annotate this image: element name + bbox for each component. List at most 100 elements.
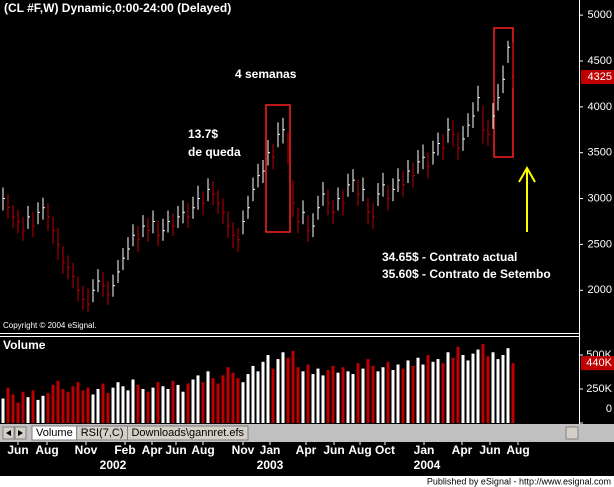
x-year-label: 2003 bbox=[257, 458, 284, 472]
volume-bar bbox=[376, 371, 380, 423]
x-tick-label: Apr bbox=[296, 443, 317, 457]
volume-bar bbox=[476, 349, 480, 423]
footer-bar bbox=[0, 476, 614, 487]
volume-bar bbox=[181, 391, 185, 423]
volume-bar bbox=[236, 378, 240, 423]
volume-bar bbox=[336, 372, 340, 423]
y-tick-label: 2000 bbox=[588, 284, 612, 296]
volume-bar bbox=[446, 352, 450, 423]
last-price-box bbox=[581, 70, 614, 85]
volume-bar bbox=[326, 369, 330, 423]
volume-bar bbox=[496, 359, 500, 423]
volume-bar bbox=[66, 391, 70, 423]
last-volume-box bbox=[581, 356, 614, 371]
volume-bar bbox=[221, 375, 225, 423]
volume-bar bbox=[231, 372, 235, 423]
volume-bar bbox=[56, 380, 60, 423]
x-tick-label: Jan bbox=[414, 443, 435, 457]
volume-bar bbox=[146, 391, 150, 423]
x-year-label: 2002 bbox=[100, 458, 127, 472]
highlight-box bbox=[493, 27, 514, 158]
volume-bar bbox=[6, 387, 10, 423]
x-tick-label: Oct bbox=[375, 443, 395, 457]
volume-bar bbox=[501, 355, 505, 423]
volume-bar bbox=[411, 365, 415, 423]
volume-bar bbox=[351, 374, 355, 423]
volume-bar bbox=[156, 382, 160, 423]
tab-label[interactable]: Downloads\gannret.efs bbox=[131, 427, 244, 439]
volume-bar bbox=[61, 389, 65, 423]
x-tick-label: Aug bbox=[191, 443, 214, 457]
volume-bar bbox=[296, 367, 300, 423]
y-tick-label: 3500 bbox=[588, 147, 612, 159]
volume-bar bbox=[191, 379, 195, 423]
volume-bar bbox=[21, 391, 25, 423]
x-tick-label: Nov bbox=[232, 443, 255, 457]
x-tick-label: Jun bbox=[165, 443, 186, 457]
volume-bar bbox=[371, 365, 375, 423]
annotation: 34.65$ - Contrato actual bbox=[382, 250, 517, 264]
volume-bar bbox=[211, 378, 215, 423]
y-tick-label: 0 bbox=[606, 403, 612, 415]
x-tick-label: Jun bbox=[479, 443, 500, 457]
y-tick-label: 4000 bbox=[588, 101, 612, 113]
volume-bar bbox=[301, 371, 305, 423]
volume-bar bbox=[126, 390, 130, 423]
volume-bar bbox=[136, 384, 140, 423]
volume-bar bbox=[151, 387, 155, 423]
volume-bar bbox=[291, 350, 295, 423]
volume-bar bbox=[421, 364, 425, 423]
volume-bar bbox=[71, 386, 75, 423]
x-tick-label: Apr bbox=[142, 443, 163, 457]
footer: Published by eSignal - http://www.esigna… bbox=[427, 476, 611, 486]
volume-bar bbox=[266, 355, 270, 423]
volume-bar bbox=[396, 364, 400, 423]
volume-bar bbox=[461, 355, 465, 423]
annotation: 4 semanas bbox=[235, 67, 297, 81]
y-tick-label: 2500 bbox=[588, 238, 612, 250]
volume-bar bbox=[36, 399, 40, 423]
volume-bar bbox=[201, 382, 205, 423]
volume-bar bbox=[436, 359, 440, 423]
volume-bar bbox=[441, 363, 445, 423]
volume-bar bbox=[206, 371, 210, 423]
tab-label[interactable]: Volume bbox=[36, 427, 73, 439]
x-tick-label: Jan bbox=[260, 443, 281, 457]
volume-bar bbox=[46, 393, 50, 423]
volume-bar bbox=[331, 365, 335, 423]
arrow-icon bbox=[18, 430, 23, 436]
volume-bar bbox=[131, 379, 135, 423]
volume-bar bbox=[41, 395, 45, 423]
volume-bar bbox=[471, 353, 475, 423]
scroll-button[interactable] bbox=[565, 426, 579, 440]
volume-title: Volume bbox=[3, 338, 46, 352]
x-tick-label: Aug bbox=[506, 443, 529, 457]
volume-bar bbox=[511, 363, 515, 423]
copyright: Copyright © 2004 eSignal. bbox=[3, 321, 97, 330]
x-tick-label: Jun bbox=[7, 443, 28, 457]
y-tick-label: 3000 bbox=[588, 192, 612, 204]
chart-title: (CL #F,W) Dynamic,0:00-24:00 (Delayed) bbox=[4, 1, 231, 15]
volume-bar bbox=[261, 361, 265, 423]
volume-bar bbox=[16, 402, 20, 423]
y-tick-label: 5000 bbox=[588, 9, 612, 21]
volume-bar bbox=[416, 357, 420, 423]
tab[interactable] bbox=[126, 425, 249, 441]
volume-bar bbox=[401, 368, 405, 423]
volume-bar bbox=[176, 384, 180, 423]
volume-bar bbox=[116, 382, 120, 423]
volume-bar bbox=[11, 394, 15, 423]
tab-label[interactable]: RSI(7,C) bbox=[81, 427, 124, 439]
volume-bar bbox=[481, 344, 485, 423]
x-tick-label: Feb bbox=[114, 443, 135, 457]
volume-bar bbox=[346, 371, 350, 423]
volume-bar bbox=[366, 359, 370, 423]
volume-bar bbox=[491, 352, 495, 423]
volume-bar bbox=[1, 398, 5, 423]
volume-bar bbox=[101, 383, 105, 423]
arrow-icon bbox=[6, 430, 11, 436]
y-tick-label: 250K bbox=[586, 383, 612, 395]
volume-bar bbox=[91, 394, 95, 423]
volume-bar bbox=[456, 346, 460, 423]
